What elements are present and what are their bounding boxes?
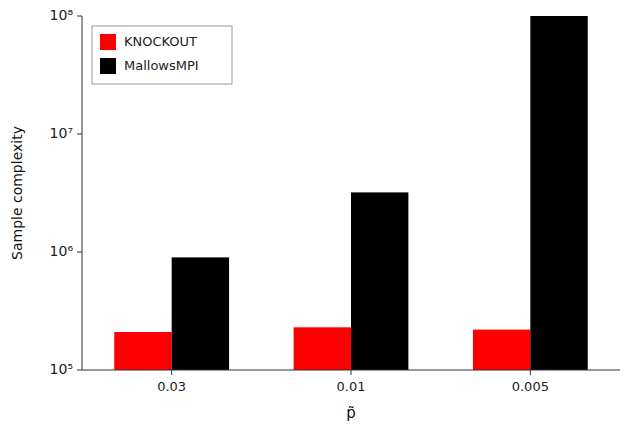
bar [473,330,530,370]
plot-area [82,16,620,370]
y-tick [77,134,82,135]
legend: KNOCKOUT MallowsMPI [92,26,232,84]
y-axis-line [82,16,83,370]
x-tick-label: 0.01 [337,379,366,394]
x-tick-label: 0.03 [157,379,186,394]
x-tick [530,370,531,375]
x-tick [351,370,352,375]
x-axis-label: p̃ [346,404,356,422]
bar [172,257,229,370]
y-tick-label: 10⁵ [50,361,73,377]
y-tick [77,16,82,17]
y-tick-label: 10⁸ [50,7,74,23]
bar [114,332,171,370]
y-tick [77,252,82,253]
bars [114,16,587,370]
bar [351,192,408,370]
legend-swatch [100,34,116,50]
chart: 10⁵ 10⁶ 10⁷ 10⁸ 0.03 0.01 0.005 p̃ Sample comple… [0,0,640,428]
x-tick [171,370,172,375]
axes: 10⁵ 10⁶ 10⁷ 10⁸ 0.03 0.01 0.005 [50,7,620,394]
legend-label: KNOCKOUT [124,34,197,49]
bar [294,327,351,370]
legend-label: MallowsMPI [124,58,199,73]
y-tick-label: 10⁶ [50,243,74,259]
y-tick-label: 10⁷ [50,125,73,141]
y-axis-label: Sample complexity [9,126,25,260]
x-tick-label: 0.005 [512,379,549,394]
legend-box [92,26,232,84]
bar [530,16,587,370]
legend-swatch [100,58,116,74]
y-tick [77,370,82,371]
